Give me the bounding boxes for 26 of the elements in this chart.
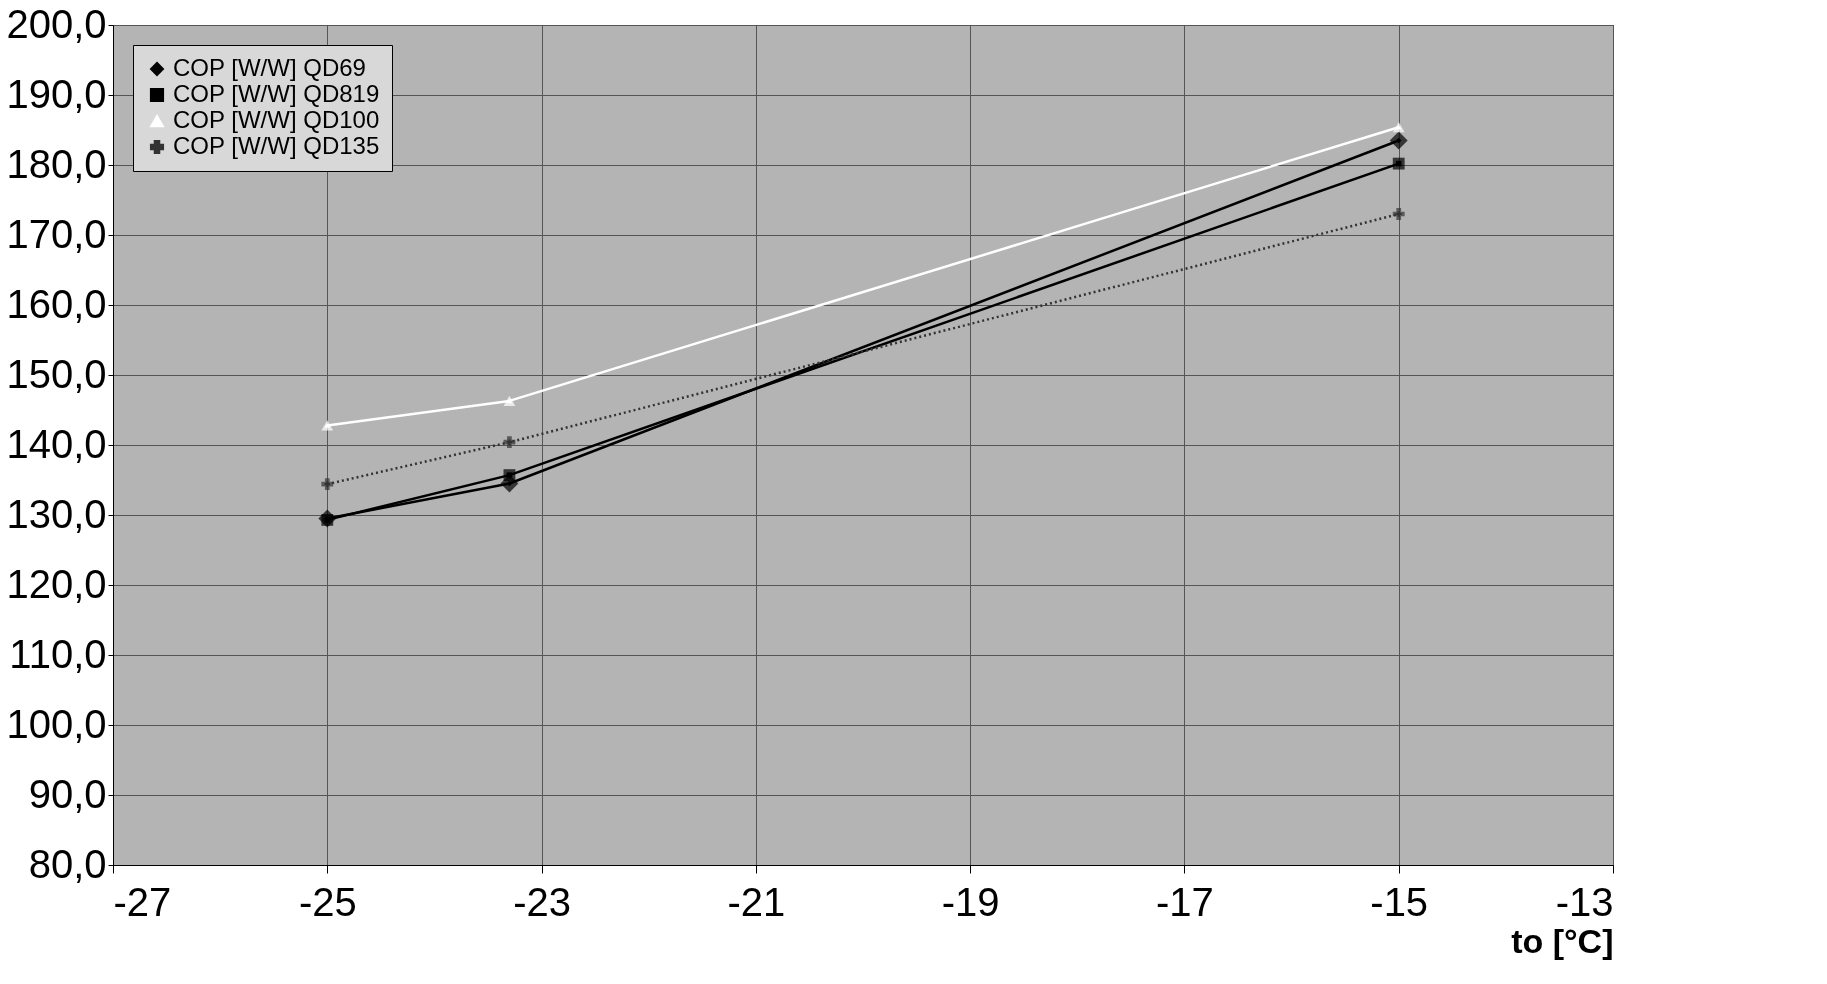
y-tick-label: 80,0 — [28, 841, 107, 886]
y-tick-label: 180,0 — [6, 141, 107, 186]
x-axis-title: to [°C] — [1511, 921, 1614, 960]
x-tick-label: -13 — [1555, 879, 1614, 924]
y-tick-label: 120,0 — [6, 561, 107, 606]
y-tick-label: 110,0 — [9, 631, 107, 676]
x-tick-label: -21 — [727, 879, 786, 924]
x-tick-label: -25 — [298, 879, 357, 924]
legend-label: COP [W/W] QD135 — [173, 132, 380, 159]
y-tick-label: 170,0 — [6, 211, 107, 256]
y-tick-label: 190,0 — [6, 71, 107, 116]
y-tick-label: 160,0 — [6, 281, 107, 326]
y-tick-label: 90,0 — [28, 771, 107, 816]
y-tick-label: 100,0 — [6, 701, 107, 746]
y-tick-label: 150,0 — [6, 351, 107, 396]
x-tick-label: -17 — [1156, 879, 1214, 924]
x-tick-label: -27 — [113, 879, 172, 924]
x-tick-label: -19 — [941, 879, 1000, 924]
y-tick-label: 200,0 — [6, 1, 107, 46]
legend-label: COP [W/W] QD69 — [173, 54, 366, 81]
x-tick-label: -23 — [513, 879, 571, 924]
legend-label: COP [W/W] QD100 — [173, 106, 380, 133]
y-tick-label: 140,0 — [6, 421, 107, 466]
x-tick-label: -15 — [1370, 879, 1429, 924]
y-tick-label: 130,0 — [6, 491, 107, 536]
legend-label: COP [W/W] QD819 — [173, 80, 380, 107]
